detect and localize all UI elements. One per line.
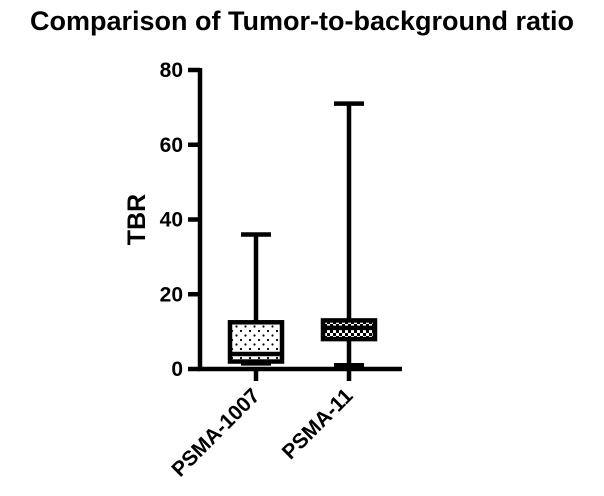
y-tick-label: 40 [160,209,183,232]
y-tick-label: 60 [160,134,183,157]
x-tick-label-psma-11: PSMA-11 [278,384,358,464]
labels-group: 0 20 40 60 80 TBR PSMA-1007 PSMA-11 [123,59,358,481]
y-tick-label: 0 [171,358,183,381]
y-tick-label: 80 [160,59,183,82]
chart-title: Comparison of Tumor-to-background ratio [30,6,574,36]
x-tick-label-psma-1007: PSMA-1007 [167,384,264,481]
boxes-group [227,101,378,368]
y-tick-label: 20 [160,283,183,306]
axes-group [188,67,402,381]
y-axis-label: TBR [123,194,151,245]
